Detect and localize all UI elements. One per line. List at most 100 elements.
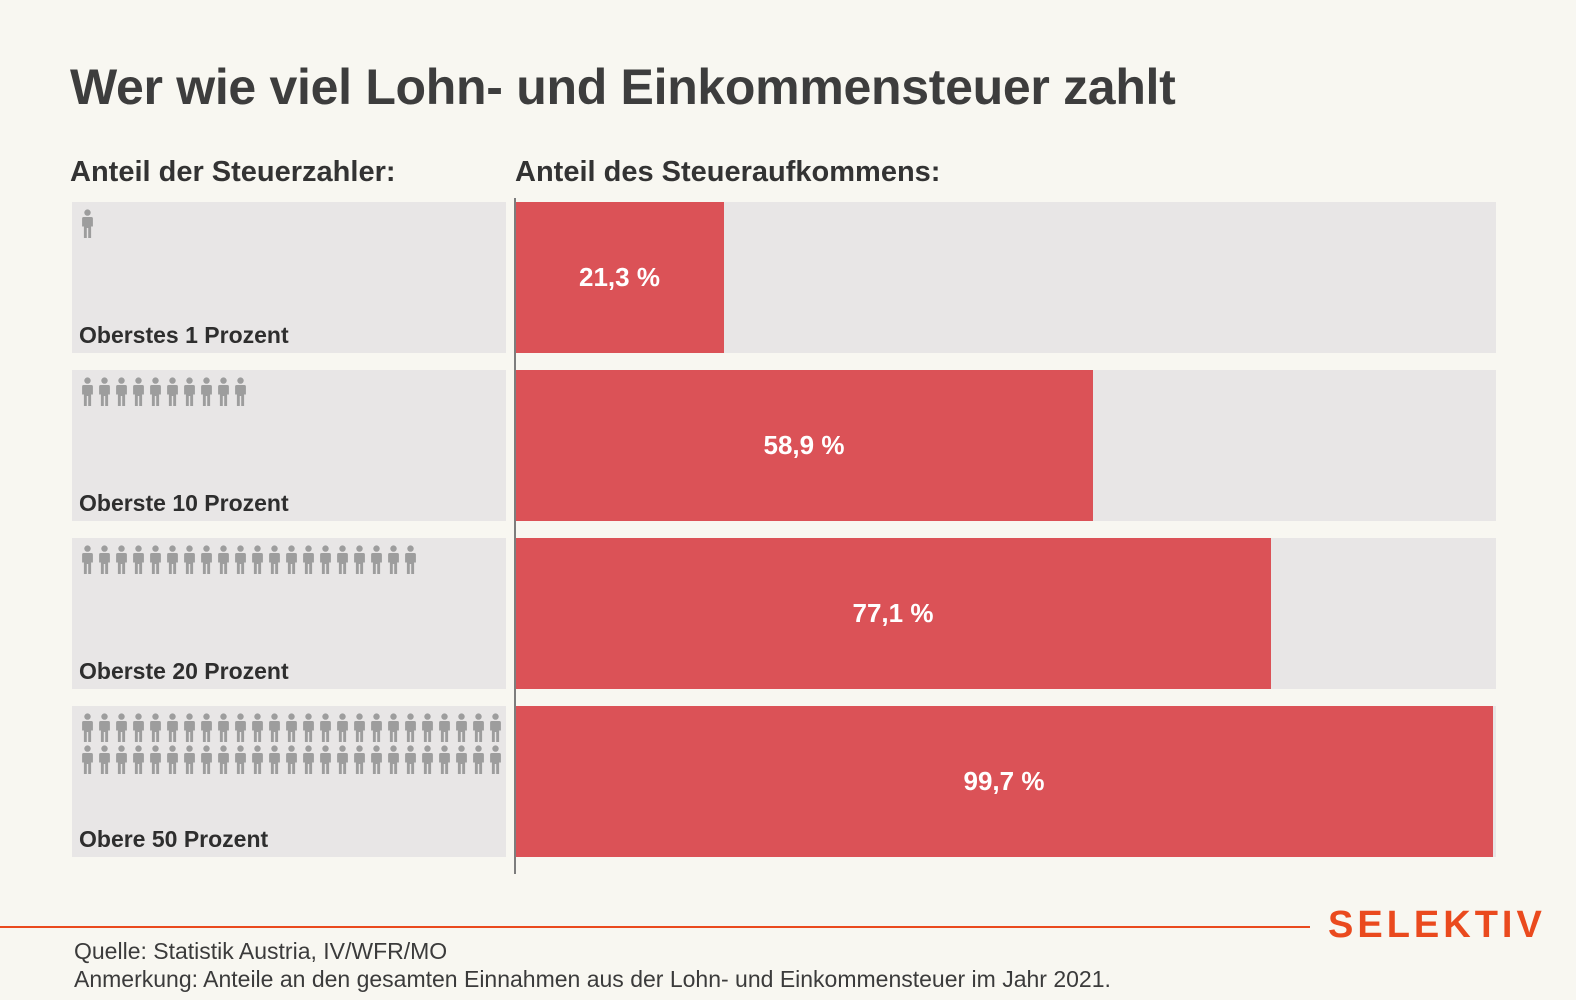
person-icon	[235, 545, 246, 574]
person-icon	[371, 713, 382, 742]
person-icon	[201, 713, 212, 742]
person-icon	[184, 713, 195, 742]
left-column-header: Anteil der Steuerzahler:	[70, 156, 396, 188]
people-icon-row	[79, 377, 507, 409]
bar-track: 77,1 %	[515, 538, 1496, 689]
category-label: Oberste 20 Prozent	[79, 658, 289, 684]
person-icon	[286, 745, 297, 774]
person-icon	[422, 713, 433, 742]
person-icon	[167, 745, 178, 774]
person-icon	[286, 713, 297, 742]
people-icon-row	[79, 745, 507, 777]
category-label: Obere 50 Prozent	[79, 826, 269, 852]
person-icon	[303, 545, 314, 574]
people-icon-group	[79, 209, 507, 241]
bar-value-label: 99,7 %	[963, 766, 1045, 796]
person-icon	[303, 745, 314, 774]
person-icon	[354, 745, 365, 774]
person-icon	[116, 713, 127, 742]
people-icon-row	[79, 713, 507, 745]
person-icon	[201, 745, 212, 774]
person-icon	[320, 745, 331, 774]
person-icon	[184, 377, 195, 406]
person-icon	[337, 745, 348, 774]
person-icon	[354, 545, 365, 574]
person-icon	[269, 545, 280, 574]
person-icon	[490, 745, 501, 774]
person-icon	[82, 745, 93, 774]
bar-value-label: 21,3 %	[579, 262, 660, 292]
person-icon	[439, 713, 450, 742]
note-text: Anmerkung: Anteile an den gesamten Einna…	[74, 966, 1111, 992]
person-icon	[99, 545, 110, 574]
person-icon	[133, 713, 144, 742]
bar	[515, 202, 724, 353]
category-label: Oberste 10 Prozent	[79, 490, 289, 516]
taxpayer-share-panel: Oberste 10 Prozent	[72, 370, 506, 521]
person-icon	[167, 545, 178, 574]
right-column-header: Anteil des Steueraufkommens:	[515, 156, 941, 188]
person-icon	[133, 377, 144, 406]
bar-value-label: 77,1 %	[852, 598, 934, 628]
person-icon	[422, 745, 433, 774]
person-icon	[167, 713, 178, 742]
person-icon	[150, 745, 161, 774]
person-icon	[269, 713, 280, 742]
people-icon-group	[79, 713, 507, 777]
person-icon	[99, 713, 110, 742]
person-icon	[150, 545, 161, 574]
chart-title: Wer wie viel Lohn- und Einkommensteuer z…	[70, 59, 1176, 115]
person-icon	[473, 745, 484, 774]
person-icon	[116, 377, 127, 406]
person-icon	[337, 713, 348, 742]
taxpayer-share-panel: Oberste 20 Prozent	[72, 538, 506, 689]
bar	[515, 370, 1093, 521]
brand-logo: SELEKTIV	[1328, 904, 1546, 946]
person-icon	[269, 745, 280, 774]
person-icon	[388, 713, 399, 742]
chart-rows: Oberstes 1 Prozent 21,3 % Oberste 10 Proze…	[72, 202, 1496, 857]
person-icon	[235, 377, 246, 406]
people-icon-group	[79, 545, 507, 577]
person-icon	[235, 713, 246, 742]
person-icon	[218, 545, 229, 574]
person-icon	[116, 545, 127, 574]
person-icon	[201, 377, 212, 406]
person-icon	[184, 745, 195, 774]
person-icon	[371, 745, 382, 774]
person-icon	[354, 713, 365, 742]
person-icon	[116, 745, 127, 774]
person-icon	[371, 545, 382, 574]
person-icon	[456, 745, 467, 774]
person-icon	[388, 545, 399, 574]
person-icon	[218, 377, 229, 406]
bar-track: 58,9 %	[515, 370, 1496, 521]
bar	[515, 706, 1493, 857]
person-icon	[252, 745, 263, 774]
person-icon	[133, 745, 144, 774]
person-icon	[320, 545, 331, 574]
person-icon	[439, 745, 450, 774]
person-icon	[490, 713, 501, 742]
person-icon	[473, 713, 484, 742]
person-icon	[405, 713, 416, 742]
person-icon	[320, 713, 331, 742]
person-icon	[99, 745, 110, 774]
people-icon-row	[79, 545, 507, 577]
person-icon	[150, 713, 161, 742]
person-icon	[235, 745, 246, 774]
person-icon	[252, 713, 263, 742]
person-icon	[99, 377, 110, 406]
people-icon-group	[79, 377, 507, 409]
person-icon	[82, 545, 93, 574]
person-icon	[456, 713, 467, 742]
person-icon	[82, 713, 93, 742]
footer-rule	[0, 926, 1310, 928]
person-icon	[150, 377, 161, 406]
person-icon	[218, 713, 229, 742]
bar-value-label: 58,9 %	[763, 430, 845, 460]
person-icon	[388, 745, 399, 774]
bar-track: 21,3 %	[515, 202, 1496, 353]
person-icon	[337, 545, 348, 574]
person-icon	[286, 545, 297, 574]
